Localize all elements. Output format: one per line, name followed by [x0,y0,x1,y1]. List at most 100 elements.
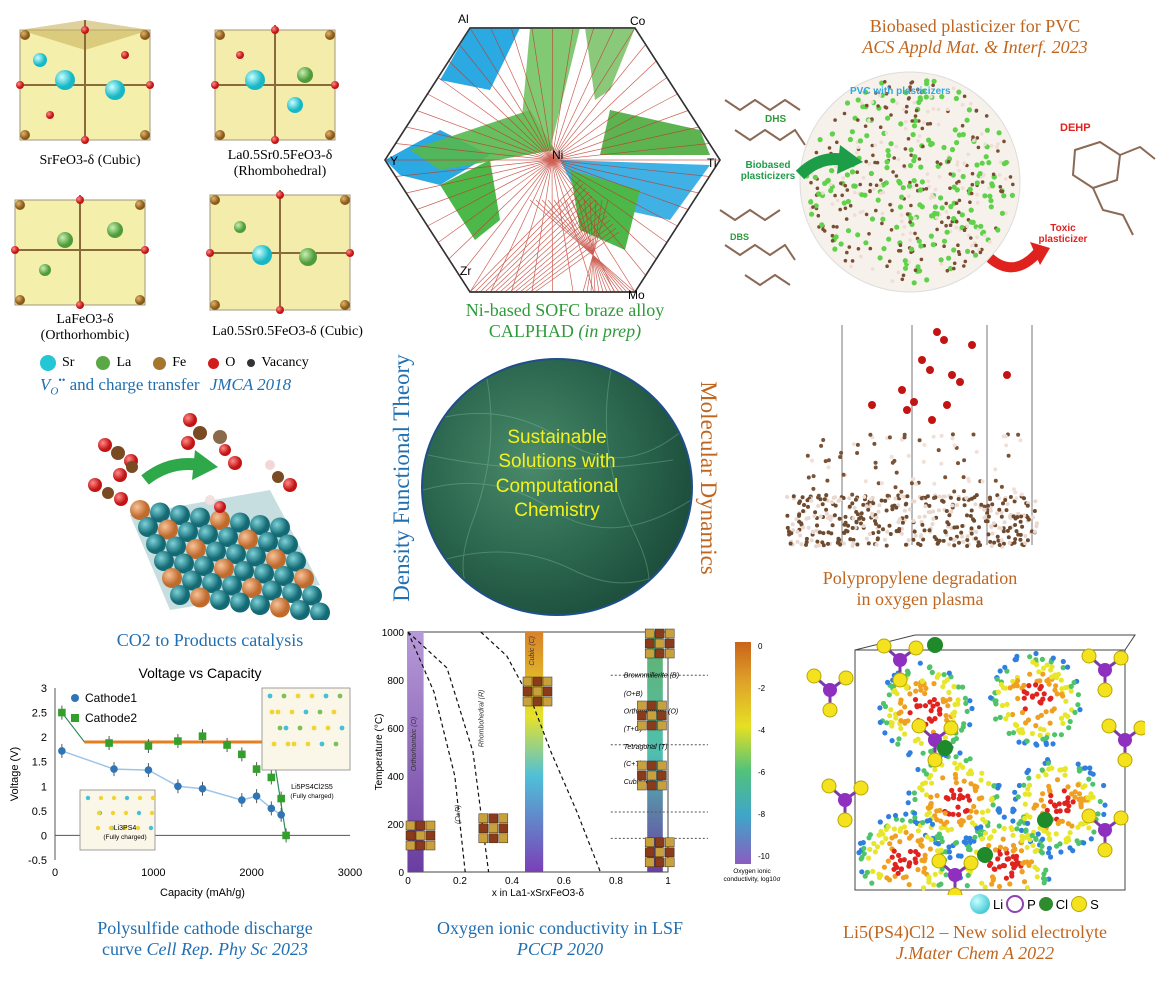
element-al: Al [458,12,469,26]
svg-text:Li5PS4Cl2S5: Li5PS4Cl2S5 [291,784,333,791]
phase-label: (T+O) [624,726,642,733]
y-tick-label: 1000 [382,628,405,639]
x-axis-label: x in La1-xSrxFeO3-δ [492,888,585,899]
colorbar-tick: -4 [758,726,766,735]
chart-title: Voltage vs Capacity [139,665,262,681]
crystal-block [644,837,675,868]
pvc-title: Biobased plasticizer for PVC ACS Appld M… [862,16,1088,57]
vacancy-icon [247,359,256,367]
phase-caption: Oxygen ionic conductivity in LSF PCCP 20… [437,918,683,959]
co2-panel [60,405,360,623]
x-tick-label: 0.6 [557,876,571,887]
crystal-block [405,820,436,851]
pvc-panel: PVC with plasticizers DHS Biobased plast… [705,70,1160,310]
inset-li5ps4cl2s5: Li5PS4Cl2S5 (Fully charged) [261,687,351,800]
calphad-caption: Ni-based SOFC braze alloy CALPHAD (in pr… [465,300,665,341]
cathode2-point [144,742,153,750]
element-ti: Ti [707,156,717,170]
y-tick-label: 800 [387,676,404,687]
colorbar-tick: -6 [758,768,766,777]
perovskite-structures-image [11,20,354,314]
cathode1-point [267,804,276,813]
center-text: Sustainable Solutions with Computational… [495,427,619,521]
band-label: (O+R) [455,805,462,824]
element-y: Y [390,154,399,168]
cathode2-point [267,773,276,782]
legend-marker-cathode1 [71,694,79,702]
legend-label: Cathode2 [85,711,137,725]
svg-text:Li3PS4: Li3PS4 [114,825,137,832]
x-tick-label: 0.4 [505,876,519,887]
y-tick-label: 2 [41,732,47,744]
center-circle: Sustainable Solutions with Computational… [421,358,693,616]
dehp-label: DEHP [1060,122,1091,134]
band-high-x [647,632,663,872]
dbs-molecule [719,208,796,287]
y-tick-label: 0 [398,868,404,879]
cathode2-point [174,737,182,745]
phase-boundary [480,631,601,873]
y-tick-label: 1 [41,781,47,793]
x-tick-label: 3000 [338,867,362,879]
x-tick-label: 2000 [239,867,263,879]
x-tick-label: 1000 [141,867,165,879]
co2-catalysis-image [88,413,330,623]
legend-marker-cathode2 [71,714,79,722]
pvc-molecules [804,78,1015,286]
element-mo: Mo [628,288,645,302]
sr-atom-icon [40,355,56,371]
colorbar [735,642,751,864]
li-icon [970,894,990,914]
catalyst-atoms [130,500,330,623]
reaction-arrow-icon [141,458,201,485]
atom-legend: Sr La Fe O Vacancy [40,355,380,371]
x-axis-label: Capacity (mAh/g) [160,887,245,899]
cathode1-point [174,782,182,791]
inset-li3ps4: Li3PS4 (Fully charged) [79,789,156,851]
band-cubic [525,632,544,872]
ion-cloud [856,650,1108,891]
y-tick-label: 0 [41,830,47,842]
structure-label-2: La0.5Sr0.5FeO3-δ (Rhombohedral) [227,148,333,180]
y-tick-label: 600 [387,724,404,735]
element-co: Co [630,14,646,28]
y-tick-label: 2.5 [32,708,47,720]
structure-label-1: SrFeO3-δ (Cubic) [39,153,141,168]
polypropylene-panel [782,320,1042,555]
phase-diagram-panel: 1000 800 600 400 200 0 0 0.2 0.4 0.6 0.8 1 x in La1-… [370,620,781,920]
cathode1-point [198,784,207,793]
x-tick-label: 0 [52,867,58,879]
polypropylene-image [785,325,1039,549]
cathode1-point [58,747,66,755]
x-tick-label: 0.8 [609,876,623,887]
cathode2-point [252,765,261,773]
voltage-caption: Polysulfide cathode discharge curve Cell… [97,918,313,959]
dft-label: Density Functional Theory [389,354,414,602]
phase-label: Tetragonal (T) [624,744,668,751]
md-label: Molecular Dynamics [696,381,721,575]
electrolyte-panel: Li P Cl S [805,630,1149,914]
x-tick-label: 1 [665,876,671,887]
svg-text:(Fully charged): (Fully charged) [290,793,333,800]
cathode2-point [277,794,285,803]
y-tick-label: 200 [387,820,404,831]
polymer-slab [785,432,1039,549]
molecules [88,413,297,513]
structure-lsf-cubic [206,190,354,314]
y-tick-label: 3 [41,683,47,695]
ps4-units [806,637,1149,903]
electrolyte-caption: Li5(PS4)Cl2 – New solid electrolyte J.Ma… [843,922,1107,963]
structure-label-3: LaFeO3-δ (Orthorhombic) [40,312,130,344]
element-ni: Ni [552,148,564,162]
cathode2-point [105,739,113,747]
pvc-plasticizer-image [719,71,1156,293]
dft-caption: VO•• and charge transfer JMCA 2018 [40,375,292,398]
phase-label: (C+T) [624,761,642,768]
cl-icon [1038,897,1053,911]
dbs-label: DBS [730,232,750,242]
cathode1-point [144,766,153,774]
biobased-label: Biobased plasticizers [740,160,796,182]
cathode2-point [223,741,231,749]
calphad-panel: Al Co Y Ni Ti Zr Mo [380,10,740,305]
crystal-block [637,760,667,791]
